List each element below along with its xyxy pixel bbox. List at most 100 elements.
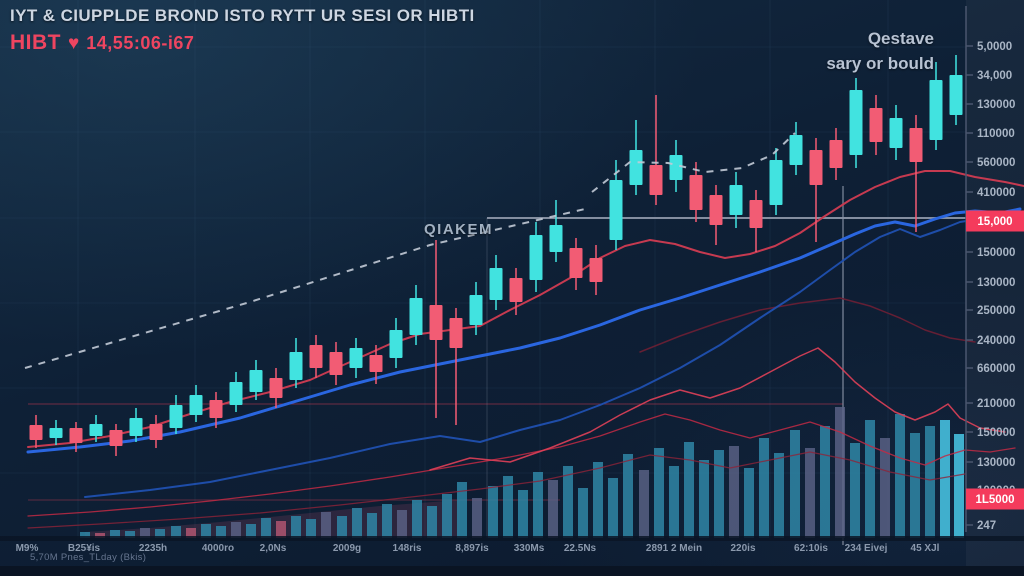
ticker-row: HIBT ♥ 14,55:06-i67 [10,31,475,55]
y-axis-label: 410000 [977,187,1015,199]
volume-bar [548,480,558,538]
volume-bar [488,486,498,538]
x-axis-label: 2009g [333,543,361,554]
timestamp: 14,55:06-i67 [86,32,195,53]
page-title: IYT & CIUPPLDE BROND ISTO RYTT UR SESI O… [10,6,475,25]
dashed-trendline [24,208,586,369]
annotation-line-2: sary or bould [826,54,934,73]
volume-bar [95,533,105,538]
candle-body [809,150,823,185]
candle-body [109,430,123,446]
candle-down [369,345,383,384]
candle-up [949,55,963,125]
volume-bar [155,529,165,538]
x-axis-label: M9% [16,543,39,554]
candle-body [729,185,743,215]
candle-down [869,95,883,155]
x-axis-label: 22.5Ns [564,543,597,554]
red-ma-line [27,170,1024,448]
y-axis-label: 130000 [977,277,1015,289]
volume-bar [246,524,256,538]
volume-bar [623,454,633,538]
chart-annotation-mid: QIAKEM [424,221,493,238]
volume-bar [291,516,301,538]
price-tag: 15,000 [966,210,1024,232]
candle-up [349,338,363,378]
candle-body [629,150,643,185]
candle-body [409,298,423,335]
volume-bar [790,430,800,538]
volume-bar [744,468,754,538]
candle-down [569,238,583,290]
candle-body [569,248,583,278]
candle-down [209,392,223,428]
volume-bar [578,488,588,538]
candle-body [589,258,603,282]
blue-line-main [26,207,1022,454]
y-axis-label: 130000 [977,99,1015,111]
volume-bar [865,420,875,538]
candle-body [929,80,943,140]
chart-header: IYT & CIUPPLDE BROND ISTO RYTT UR SESI O… [10,6,475,55]
y-axis-label: 150000 [977,427,1015,439]
volume-bar [231,522,241,538]
dashed-curve [591,132,796,193]
volume-bar [954,434,964,538]
volume-bar [805,448,815,538]
candle-body [689,175,703,210]
candle-body [189,395,203,415]
volume-bar [910,433,920,538]
candle-body [889,118,903,148]
volume-bar [412,500,422,538]
candle-down [829,128,843,180]
candle-body [269,378,283,398]
volume-bar [442,494,452,538]
candle-down [109,424,123,456]
candle-up [129,408,143,442]
volume-bar [352,508,362,538]
candle-body [869,108,883,142]
candle-down [69,422,83,452]
candle-up [229,372,243,412]
candle-up [889,105,903,160]
volume-bar [261,518,271,538]
candle-body [669,155,683,180]
volume-bar [427,506,437,538]
candle-body [169,405,183,428]
x-axis-label: 330Ms [514,543,545,554]
volume-bar [518,490,528,538]
y-axis-label: 660000 [977,363,1015,375]
candle-body [209,400,223,418]
volume-bar [367,513,377,538]
x-axis-label: 2,0Ns [260,543,287,554]
y-axis-label: 560000 [977,157,1015,169]
candle-body [709,195,723,225]
candle-body [49,428,63,438]
volume-bar [729,446,739,538]
candle-down [309,335,323,378]
candle-body [349,348,363,368]
volume-bar [759,438,769,538]
y-axis-label: 150000 [977,247,1015,259]
candle-body [789,135,803,165]
candle-body [649,165,663,195]
candle-down [589,245,603,295]
candle-up [549,200,563,262]
candle-up [49,420,63,445]
candle-body [609,180,623,240]
candle-body [329,352,343,375]
volume-bar [835,407,845,538]
volume-bar [201,524,211,538]
candle-up [489,255,503,310]
volume-bar [171,526,181,538]
volume-bar [563,466,573,538]
volume-bar [321,512,331,538]
candle-body [389,330,403,358]
volume-bar [457,482,467,538]
candle-body [489,268,503,300]
candle-down [29,415,43,448]
y-axis-label: 250000 [977,305,1015,317]
volume-bar [382,504,392,538]
x-axis-label: 2235h [139,543,167,554]
